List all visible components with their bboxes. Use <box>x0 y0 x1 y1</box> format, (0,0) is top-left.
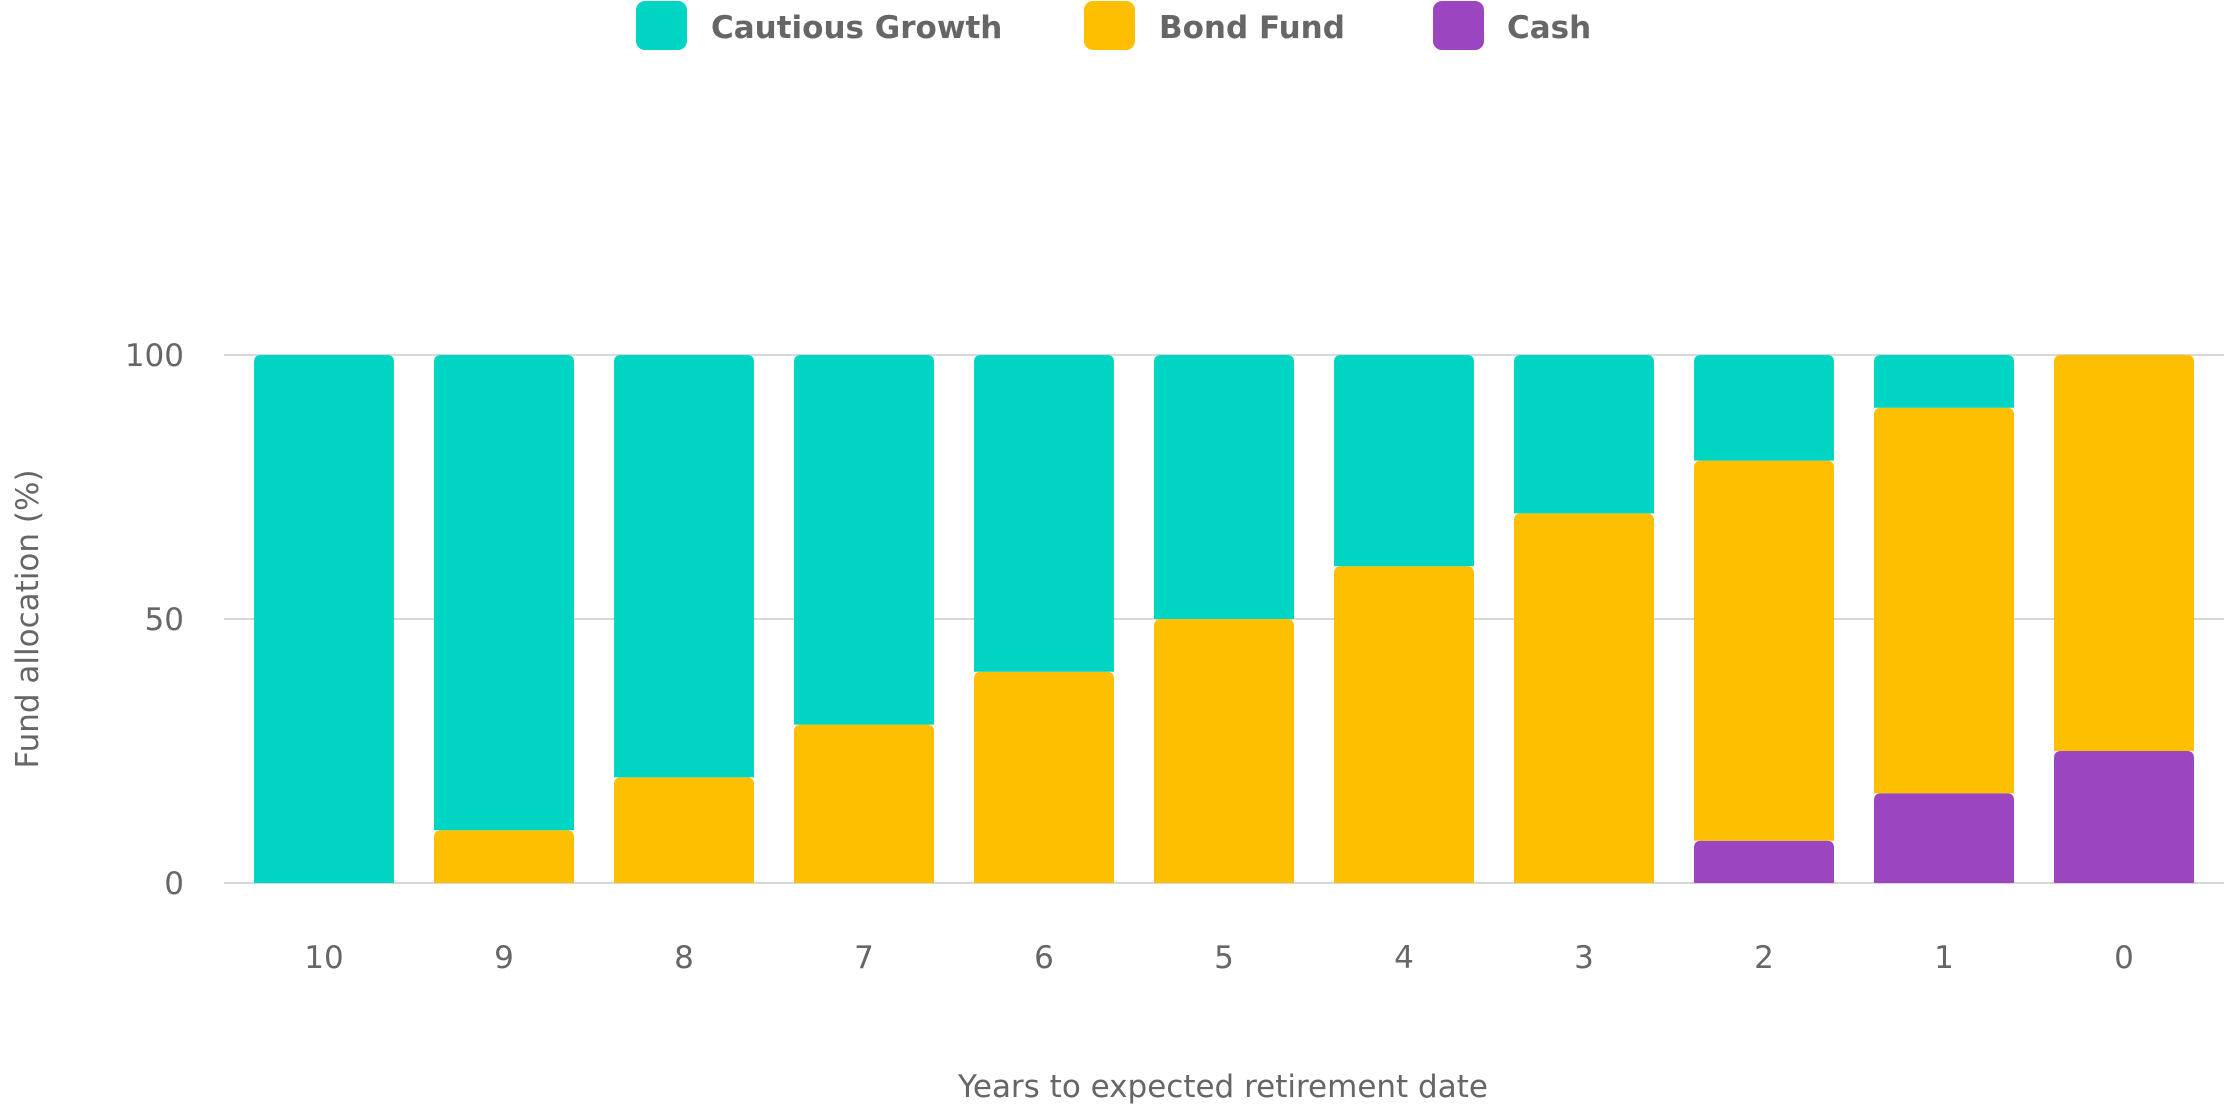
bar-cautious-growth-year-8 <box>614 355 754 778</box>
legend-item-bond-fund: Bond Fund <box>1084 1 1345 50</box>
bar-bond-fund-year-9 <box>434 830 574 883</box>
legend-swatch-bond-fund <box>1084 1 1135 50</box>
bar-cash-year-2 <box>1694 840 1834 883</box>
x-tick-label: 6 <box>1034 940 1054 976</box>
bar-bond-fund-year-3 <box>1514 513 1654 883</box>
x-tick-label: 9 <box>494 940 514 976</box>
x-tick-label: 8 <box>674 940 694 976</box>
x-tick-label: 0 <box>2114 940 2134 976</box>
legend-swatch-cautious-growth <box>636 1 687 50</box>
legend-item-cash: Cash <box>1433 1 1591 50</box>
bar-cautious-growth-year-6 <box>974 355 1114 672</box>
legend-swatch-cash <box>1433 1 1484 50</box>
bar-bond-fund-year-8 <box>614 777 754 883</box>
x-axis-ticks: 10 9 8 7 6 5 4 3 2 1 0 <box>304 940 2134 976</box>
legend-label-cash: Cash <box>1507 10 1591 46</box>
bar-bond-fund-year-0 <box>2054 355 2194 751</box>
bar-cash-year-0 <box>2054 751 2194 883</box>
bar-cautious-growth-year-7 <box>794 355 934 725</box>
y-tick-label: 0 <box>164 866 184 902</box>
bar-bond-fund-year-4 <box>1334 566 1474 883</box>
x-tick-label: 1 <box>1934 940 1954 976</box>
x-tick-label: 2 <box>1754 940 1774 976</box>
bar-bond-fund-year-7 <box>794 724 934 883</box>
bar-bond-fund-year-1 <box>1874 407 2014 794</box>
x-tick-label: 5 <box>1214 940 1234 976</box>
bar-bond-fund-year-6 <box>974 671 1114 883</box>
bar-cautious-growth-year-9 <box>434 355 574 831</box>
y-axis-ticks: 0 50 100 <box>125 338 184 902</box>
bar-cash-year-1 <box>1874 793 2014 883</box>
bar-bond-fund-year-2 <box>1694 460 1834 841</box>
bar-cautious-growth-year-4 <box>1334 355 1474 567</box>
y-tick-label: 100 <box>125 338 184 374</box>
legend-item-cautious-growth: Cautious Growth <box>636 1 1002 50</box>
bar-cautious-growth-year-5 <box>1154 355 1294 619</box>
legend: Cautious Growth Bond Fund Cash <box>636 1 1591 50</box>
bar-cautious-growth-year-2 <box>1694 355 1834 461</box>
bar-cautious-growth-year-1 <box>1874 355 2014 408</box>
bar-cautious-growth-year-3 <box>1514 355 1654 514</box>
x-tick-label: 4 <box>1394 940 1414 976</box>
bar-bond-fund-year-5 <box>1154 619 1294 883</box>
x-tick-label: 7 <box>854 940 874 976</box>
x-axis-title: Years to expected retirement date <box>957 1069 1488 1105</box>
x-tick-label: 3 <box>1574 940 1594 976</box>
legend-label-cautious-growth: Cautious Growth <box>711 10 1002 46</box>
legend-label-bond-fund: Bond Fund <box>1159 10 1345 46</box>
bars <box>254 355 2194 883</box>
y-tick-label: 50 <box>145 602 184 638</box>
bar-cautious-growth-year-10 <box>254 355 394 883</box>
y-axis-title: Fund allocation (%) <box>10 469 46 768</box>
x-tick-label: 10 <box>304 940 343 976</box>
